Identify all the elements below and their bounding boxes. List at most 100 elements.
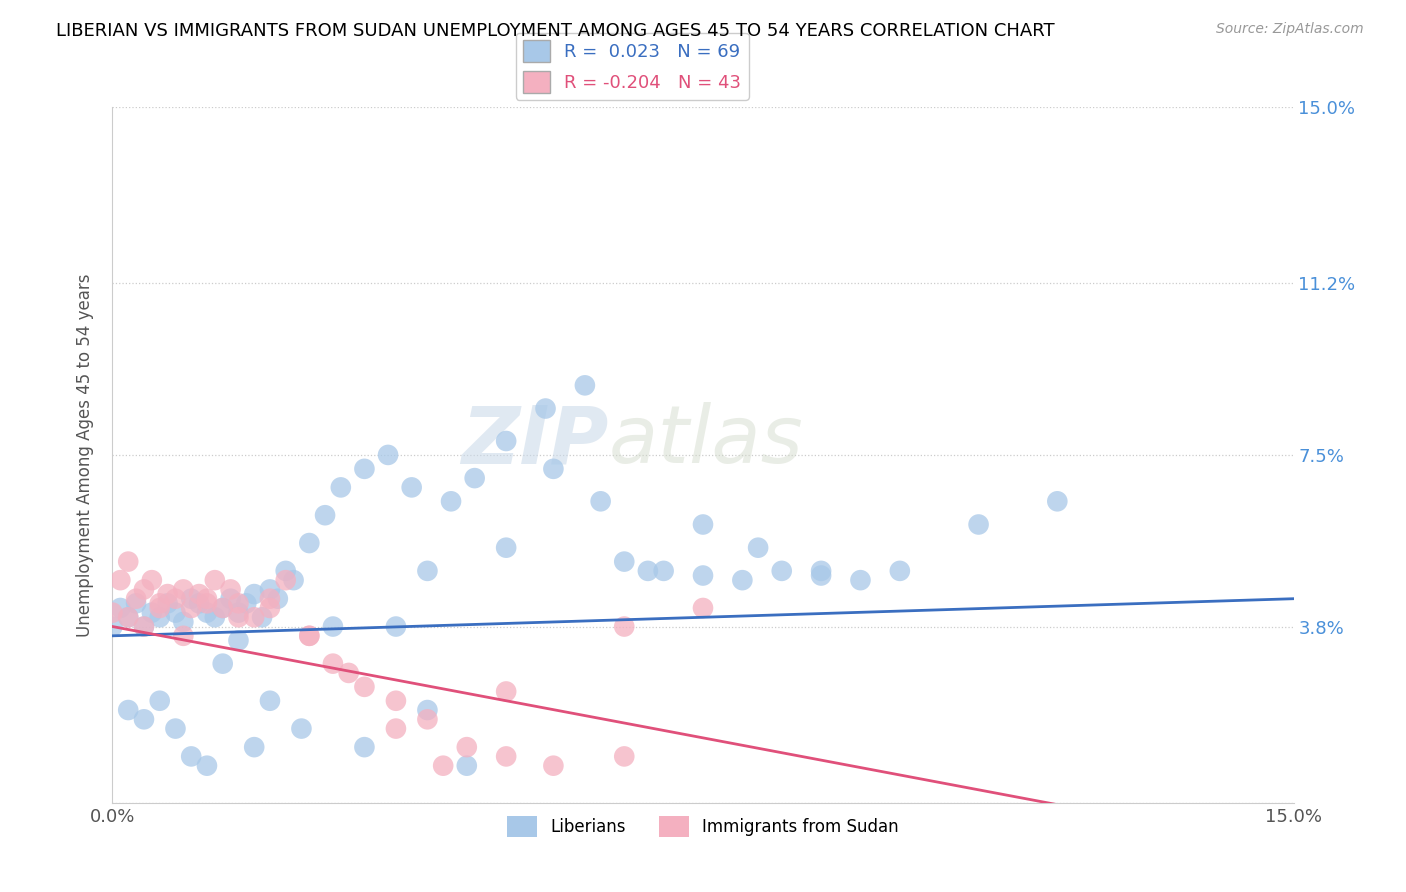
Point [180,591,202,606]
Point [1046,494,1069,508]
Text: ZIP: ZIP [461,402,609,480]
Point [416,564,439,578]
Point [456,740,478,755]
Point [117,610,139,624]
Point [101,606,124,620]
Point [889,564,911,578]
Point [416,703,439,717]
Point [211,657,233,671]
Point [101,619,124,633]
Point [353,680,375,694]
Point [188,587,211,601]
Point [149,694,172,708]
Point [747,541,769,555]
Point [613,555,636,569]
Point [495,684,517,698]
Point [377,448,399,462]
Point [385,722,408,736]
Point [274,573,297,587]
Point [543,462,565,476]
Point [172,582,194,597]
Point [149,596,172,610]
Point [432,758,454,772]
Point [337,665,360,680]
Point [180,601,202,615]
Point [274,564,297,578]
Point [243,587,266,601]
Point [401,480,423,494]
Point [290,722,312,736]
Y-axis label: Unemployment Among Ages 45 to 54 years: Unemployment Among Ages 45 to 54 years [76,273,94,637]
Point [195,596,218,610]
Point [228,633,250,648]
Point [195,606,218,620]
Point [132,582,155,597]
Point [228,596,250,610]
Point [156,596,179,610]
Point [110,573,132,587]
Point [165,606,187,620]
Point [172,629,194,643]
Point [211,601,233,615]
Text: atlas: atlas [609,402,803,480]
Point [110,601,132,615]
Point [637,564,659,578]
Point [188,596,211,610]
Point [117,555,139,569]
Point [314,508,336,523]
Point [141,606,163,620]
Point [228,606,250,620]
Point [132,712,155,726]
Point [259,582,281,597]
Point [353,462,375,476]
Point [692,568,714,582]
Point [385,619,408,633]
Point [149,610,172,624]
Point [243,740,266,755]
Point [613,749,636,764]
Point [204,573,226,587]
Point [211,601,233,615]
Point [298,629,321,643]
Point [353,740,375,755]
Point [125,596,148,610]
Point [132,619,155,633]
Point [180,749,202,764]
Point [267,591,290,606]
Point [125,591,148,606]
Point [149,601,172,615]
Point [132,619,155,633]
Point [534,401,557,416]
Point [692,517,714,532]
Point [141,573,163,587]
Point [204,610,226,624]
Legend: Liberians, Immigrants from Sudan: Liberians, Immigrants from Sudan [501,810,905,843]
Point [243,610,266,624]
Point [283,573,305,587]
Point [165,591,187,606]
Point [416,712,439,726]
Point [298,536,321,550]
Point [322,619,344,633]
Point [731,573,754,587]
Point [456,758,478,772]
Point [652,564,675,578]
Point [156,587,179,601]
Point [165,722,187,736]
Point [250,610,273,624]
Point [613,619,636,633]
Point [385,694,408,708]
Point [259,601,281,615]
Point [810,568,832,582]
Point [259,694,281,708]
Point [329,480,352,494]
Point [228,610,250,624]
Point [195,758,218,772]
Text: Source: ZipAtlas.com: Source: ZipAtlas.com [1216,22,1364,37]
Point [440,494,463,508]
Point [770,564,793,578]
Point [219,582,242,597]
Text: LIBERIAN VS IMMIGRANTS FROM SUDAN UNEMPLOYMENT AMONG AGES 45 TO 54 YEARS CORRELA: LIBERIAN VS IMMIGRANTS FROM SUDAN UNEMPL… [56,22,1054,40]
Point [543,758,565,772]
Point [219,591,242,606]
